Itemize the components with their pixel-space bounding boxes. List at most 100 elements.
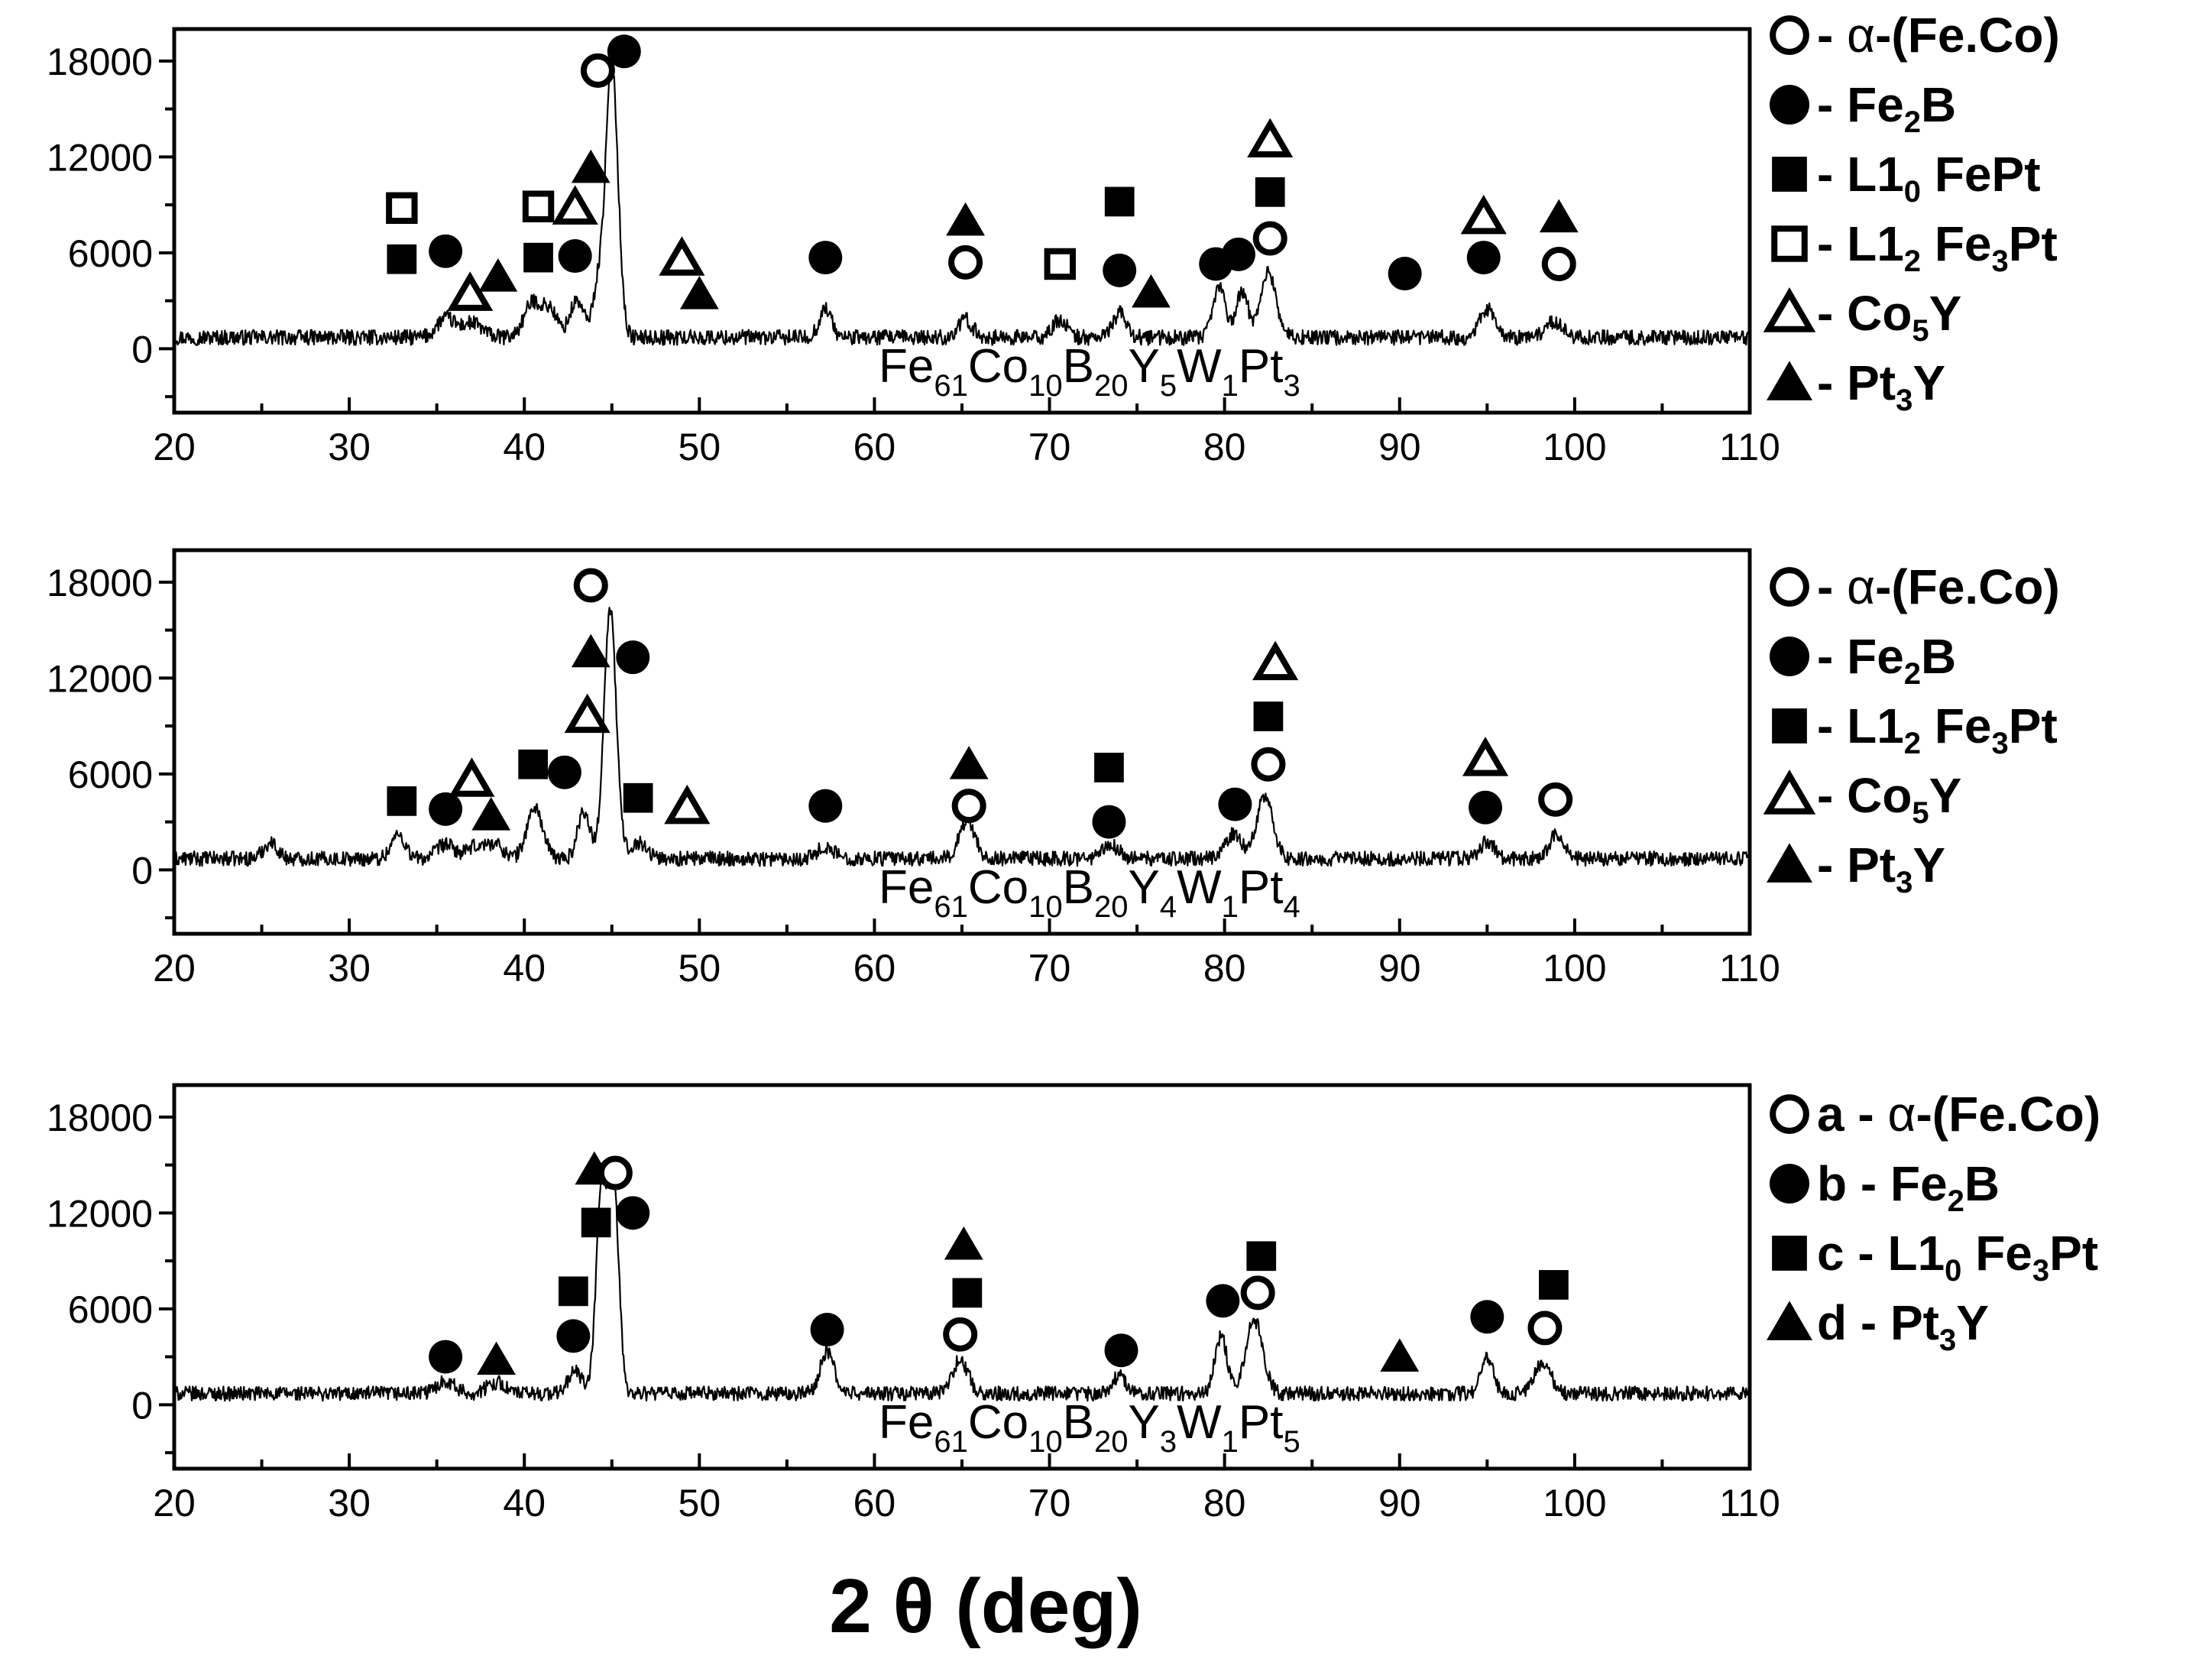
subscript: 20 [1094,1425,1129,1459]
y-tick-label: 18000 [47,562,153,604]
y-tick-label: 12000 [47,136,153,179]
label-text: Fe [1921,698,1991,753]
open-triangle-marker [564,693,610,734]
label-text: - Co [1817,768,1912,823]
open-circle-marker [1770,567,1809,607]
open-triangle-marker [1462,737,1509,776]
subscript: 5 [1912,314,1929,348]
filled-triangle-marker [1380,1338,1420,1372]
y-tick-label: 18000 [47,40,153,83]
subscript: 0 [1904,175,1921,209]
open-circle-marker [1541,246,1576,281]
filled-square-marker [1772,157,1807,192]
x-tick-label: 60 [853,1482,896,1524]
filled-circle-marker [607,34,641,69]
label-text: B [1964,1156,2000,1211]
diffraction-pattern-line [173,60,1750,346]
subscript: 3 [1896,384,1912,417]
filled-circle-marker [1103,253,1137,287]
legend-item: - Fe2B [1770,77,1956,139]
filled-square-marker [1094,753,1124,782]
x-tick-label: 40 [503,947,546,990]
label-text: W [1177,340,1222,393]
label-text: α [1847,559,1875,614]
filled-circle-marker [547,755,581,789]
y-tick-label: 0 [131,328,153,371]
legend-item: a - α-(Fe.Co) [1770,1087,2100,1142]
filled-circle-marker [1770,1164,1809,1204]
subscript: 0 [1945,1254,1961,1288]
filled-square-marker [1539,1270,1569,1300]
x-tick-label: 100 [1543,947,1606,990]
label-text: Y [1956,1295,1989,1350]
label-text: Co [968,340,1028,393]
filled-circle-marker [556,1319,591,1353]
filled-square-marker [623,782,653,813]
x-tick-label: 100 [1543,426,1606,468]
filled-triangle-marker [949,746,989,779]
filled-circle-marker [1092,805,1126,839]
legend-label: - Co5Y [1817,768,1961,830]
subscript: 4 [1283,890,1300,924]
label-text: - [1817,559,1847,614]
filled-circle-marker [616,640,650,675]
x-tick-label: 60 [853,426,896,468]
filled-circle-marker [429,792,463,826]
x-tick-label: 30 [328,1482,371,1524]
subscript: 2 [1904,245,1921,278]
xrd-panel-bottom: 20 30 40 50 60 70 80 90 100 110060001200018000Fe6… [47,1083,2100,1524]
filled-circle-marker [429,234,463,268]
x-tick-label: 40 [503,1482,546,1524]
filled-triangle-marker [477,1341,516,1375]
filled-circle-marker [1466,241,1501,275]
filled-triangle-marker [471,797,511,831]
x-tick-label: 100 [1543,1482,1606,1524]
open-circle-marker [598,1155,633,1191]
label-text: B [1063,861,1094,914]
x-tick-label: 50 [678,1482,721,1524]
subscript: 4 [1160,890,1177,924]
x-tick-label: 90 [1378,1482,1421,1524]
filled-circle-marker [1206,1284,1240,1318]
x-tick-label: 20 [153,947,196,990]
legend-item: - Co5Y [1763,286,1961,348]
filled-circle-marker [808,241,843,275]
subscript: 1 [1222,890,1239,924]
x-tick-label: 80 [1203,426,1246,468]
label-text: Y [1929,768,1962,823]
subscript: 2 [1948,1184,1964,1218]
label-text: Fe [1961,1226,2032,1281]
label-text: W [1177,1396,1222,1449]
filled-triangle-marker [478,258,518,292]
subscript: 10 [1028,1425,1063,1459]
filled-circle-marker [1218,787,1252,821]
label-text: Y [1128,861,1159,914]
label-text: Fe [1921,216,1991,271]
filled-square-marker [559,1276,588,1307]
label-text: α [1887,1087,1916,1142]
label-text: Co [968,861,1028,914]
open-triangle-marker [659,236,705,276]
label-text: Pt [2009,698,2058,753]
x-tick-label: 80 [1203,947,1246,990]
x-tick-label: 20 [153,426,196,468]
y-tick-label: 6000 [68,232,153,275]
x-tick-label: 30 [328,426,371,468]
subscript: 3 [2032,1254,2049,1288]
x-axis-title: 2 θ (deg) [829,1563,1142,1649]
legend-item: - Fe2B [1770,629,1956,691]
subscript: 2 [1904,727,1921,760]
label-text: -(Fe.Co) [1875,559,2060,614]
subscript: 20 [1094,369,1129,403]
filled-square-marker [1246,1241,1277,1272]
plot-frame [172,1083,1752,1471]
legend-item: - α-(Fe.Co) [1770,559,2060,614]
open-triangle-marker [447,271,494,311]
filled-square-marker [581,1207,611,1238]
x-tick-label: 40 [503,426,546,468]
label-text: Co [968,1396,1028,1449]
filled-square-marker [387,244,417,274]
legend-item: - L12 Fe3Pt [1772,698,2058,760]
subscript: 3 [1939,1323,1956,1357]
